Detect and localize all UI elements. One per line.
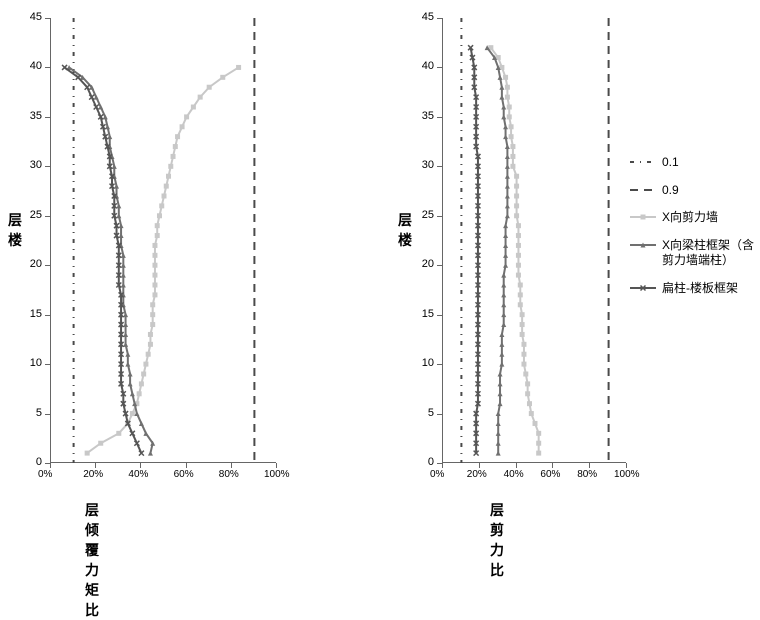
y-tick-mark [437, 216, 442, 217]
x-tick-mark [626, 463, 627, 468]
y-tick-mark [437, 67, 442, 68]
right-x-axis-title: 层剪力比 [490, 500, 504, 580]
y-tick-mark [437, 414, 442, 415]
legend-swatch [630, 281, 656, 295]
y-tick-mark [45, 67, 50, 68]
y-tick-label: 30 [30, 159, 42, 171]
legend-swatch [630, 210, 656, 224]
y-tick-mark [45, 265, 50, 266]
right-series-svg [443, 18, 627, 463]
left-plot-area [50, 18, 276, 463]
y-tick-label: 45 [30, 11, 42, 23]
x-tick-mark [552, 463, 553, 468]
y-tick-label: 40 [422, 60, 434, 72]
y-tick-label: 20 [422, 258, 434, 270]
x-tick-label: 80% [577, 469, 597, 480]
y-tick-label: 15 [422, 308, 434, 320]
right-y-axis-label: 层楼 [398, 210, 414, 250]
y-tick-mark [45, 166, 50, 167]
x-tick-mark [276, 463, 277, 468]
y-tick-label: 45 [422, 11, 434, 23]
legend-swatch [630, 155, 656, 169]
x-tick-mark [95, 463, 96, 468]
x-tick-label: 0% [38, 469, 52, 480]
x-tick-mark [516, 463, 517, 468]
y-tick-mark [45, 216, 50, 217]
legend-label: X向剪力墙 [662, 210, 718, 226]
y-tick-mark [45, 18, 50, 19]
x-tick-label: 100% [614, 469, 640, 480]
x-tick-label: 100% [264, 469, 290, 480]
y-tick-label: 15 [30, 308, 42, 320]
legend-label: 0.9 [662, 183, 679, 199]
y-tick-mark [437, 315, 442, 316]
legend-swatch [630, 238, 656, 252]
x-tick-label: 60% [174, 469, 194, 480]
x-tick-mark [231, 463, 232, 468]
x-tick-label: 0% [430, 469, 444, 480]
x-tick-mark [140, 463, 141, 468]
legend-item-ref_01: 0.1 [630, 155, 754, 171]
legend-item-flat_column: 扁柱-楼板框架 [630, 281, 754, 297]
y-tick-label: 0 [36, 456, 42, 468]
y-tick-label: 20 [30, 258, 42, 270]
x-tick-mark [50, 463, 51, 468]
y-tick-label: 25 [422, 209, 434, 221]
x-tick-label: 20% [83, 469, 103, 480]
y-tick-label: 5 [36, 407, 42, 419]
y-tick-mark [437, 117, 442, 118]
y-tick-mark [45, 414, 50, 415]
left-x-axis-title: 层倾覆力矩比 [85, 500, 99, 620]
x-tick-label: 60% [540, 469, 560, 480]
y-tick-label: 35 [30, 110, 42, 122]
y-tick-label: 30 [422, 159, 434, 171]
x-tick-label: 80% [219, 469, 239, 480]
y-tick-label: 0 [428, 456, 434, 468]
x-tick-mark [186, 463, 187, 468]
y-tick-mark [437, 166, 442, 167]
y-tick-label: 5 [428, 407, 434, 419]
left-y-axis-label: 层楼 [8, 210, 24, 250]
x-tick-label: 40% [504, 469, 524, 480]
legend-item-frame: X向梁柱框架（含剪力墙端柱） [630, 238, 754, 269]
legend-label: 0.1 [662, 155, 679, 171]
y-tick-mark [45, 315, 50, 316]
x-tick-mark [442, 463, 443, 468]
x-tick-label: 20% [467, 469, 487, 480]
x-tick-label: 40% [128, 469, 148, 480]
y-tick-label: 10 [422, 357, 434, 369]
legend-swatch [630, 183, 656, 197]
x-tick-mark [589, 463, 590, 468]
legend-label: 扁柱-楼板框架 [662, 281, 738, 297]
y-tick-label: 10 [30, 357, 42, 369]
y-tick-mark [437, 18, 442, 19]
legend-label: X向梁柱框架（含剪力墙端柱） [662, 238, 754, 269]
left-series-svg [51, 18, 277, 463]
legend: 0.1 0.9 X向剪力墙 X向梁柱框架（含剪力墙端柱） 扁柱-楼板框架 [630, 155, 754, 309]
x-tick-mark [479, 463, 480, 468]
y-tick-mark [437, 364, 442, 365]
y-tick-mark [45, 117, 50, 118]
y-tick-mark [45, 364, 50, 365]
y-tick-label: 25 [30, 209, 42, 221]
legend-item-shear_wall: X向剪力墙 [630, 210, 754, 226]
y-tick-mark [437, 265, 442, 266]
y-tick-label: 40 [30, 60, 42, 72]
y-tick-label: 35 [422, 110, 434, 122]
legend-item-ref_09: 0.9 [630, 183, 754, 199]
right-plot-area [442, 18, 626, 463]
